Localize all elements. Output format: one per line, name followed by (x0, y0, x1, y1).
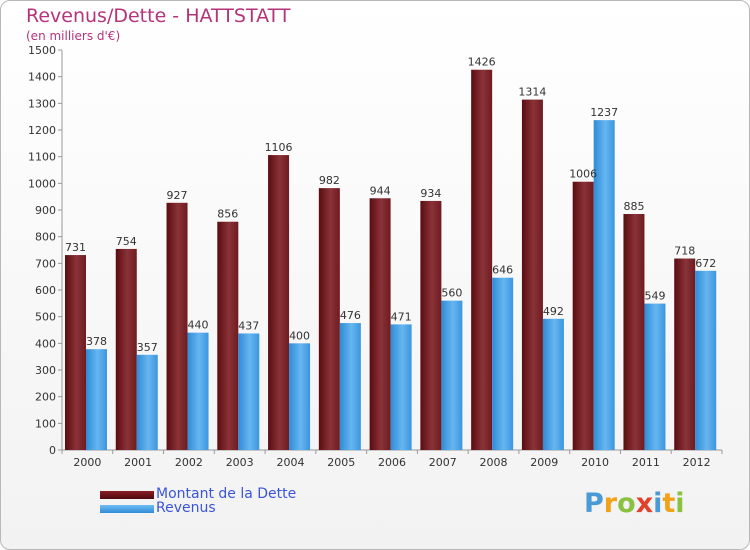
bar-revenus (644, 303, 666, 450)
y-tick-label: 1500 (28, 44, 56, 57)
bar-revenus (238, 333, 260, 450)
data-label-dette: 982 (319, 174, 340, 187)
x-tick-label: 2001 (124, 456, 152, 469)
bar-revenus (187, 332, 209, 450)
chart-title: Revenus/Dette - HATTSTATT (26, 5, 291, 27)
y-tick-label: 800 (35, 231, 56, 244)
y-tick-label: 700 (35, 257, 56, 270)
chart-data-labels: 731 754 927 856 1106 982 944 934 1426 1314 1006 885… (65, 56, 716, 354)
bar-dette (674, 258, 696, 450)
y-tick-label: 1100 (28, 151, 56, 164)
y-tick-label: 100 (35, 417, 56, 430)
data-label-revenus: 646 (492, 264, 513, 277)
y-tick-label: 500 (35, 311, 56, 324)
data-label-revenus: 476 (340, 309, 361, 322)
bar-revenus (390, 324, 412, 450)
data-label-dette: 731 (65, 241, 86, 254)
data-label-dette: 1426 (468, 56, 496, 69)
chart-subtitle: (en milliers d'€) (26, 29, 121, 43)
x-tick-label: 2011 (632, 456, 660, 469)
data-label-revenus: 471 (391, 310, 412, 323)
data-label-revenus: 1237 (590, 106, 618, 119)
proxiti-logo: Proxiti (584, 488, 685, 519)
data-label-dette: 856 (217, 208, 238, 221)
bar-dette (369, 198, 391, 450)
x-tick-label: 2000 (73, 456, 101, 469)
x-tick-label: 2010 (581, 456, 609, 469)
data-label-dette: 1106 (265, 141, 293, 154)
y-tick-label: 600 (35, 284, 56, 297)
bar-dette (166, 202, 188, 450)
bar-revenus (136, 354, 158, 450)
x-tick-label: 2002 (175, 456, 203, 469)
y-tick-label: 400 (35, 337, 56, 350)
bar-revenus (289, 343, 311, 450)
data-label-dette: 1006 (569, 168, 597, 181)
y-tick-label: 900 (35, 204, 56, 217)
data-label-revenus: 560 (441, 287, 462, 300)
legend-swatch-revenus (100, 505, 154, 513)
x-tick-label: 2009 (530, 456, 558, 469)
legend-label-dette: Montant de la Dette (156, 486, 297, 502)
y-tick-label: 200 (35, 391, 56, 404)
data-label-revenus: 437 (238, 319, 259, 332)
legend-label-revenus: Revenus (156, 500, 216, 516)
x-tick-label: 2005 (327, 456, 355, 469)
y-tick-label: 1200 (28, 124, 56, 137)
x-tick-label: 2008 (480, 456, 508, 469)
bar-dette (572, 181, 594, 450)
y-tick-label: 1400 (28, 71, 56, 84)
data-label-dette: 934 (420, 187, 441, 200)
data-label-dette: 718 (674, 245, 695, 258)
bar-dette (115, 248, 137, 450)
bar-dette (217, 221, 239, 450)
data-label-revenus: 672 (695, 257, 716, 270)
data-label-dette: 754 (116, 235, 137, 248)
bar-dette (623, 214, 645, 450)
data-label-revenus: 549 (644, 290, 665, 303)
x-tick-label: 2003 (226, 456, 254, 469)
data-label-dette: 1314 (518, 86, 546, 99)
y-tick-label: 1000 (28, 177, 56, 190)
data-label-revenus: 492 (543, 305, 564, 318)
x-tick-label: 2006 (378, 456, 406, 469)
data-label-dette: 944 (370, 184, 391, 197)
x-tick-label: 2012 (683, 456, 711, 469)
data-label-dette: 927 (167, 189, 188, 202)
bar-revenus (542, 318, 564, 450)
chart-axes: 0 100 200 300 400 500 600 700 800 900 1000 1100 1200… (28, 44, 723, 469)
y-tick-label: 1300 (28, 97, 56, 110)
bar-dette (268, 155, 290, 451)
data-label-revenus: 378 (86, 335, 107, 348)
bar-revenus (593, 120, 615, 450)
bar-dette (65, 255, 86, 450)
bar-revenus (441, 300, 463, 450)
bar-dette (420, 200, 442, 450)
data-label-revenus: 440 (188, 319, 209, 332)
chart-bars (65, 69, 717, 451)
data-label-dette: 885 (623, 200, 644, 213)
x-tick-label: 2004 (276, 456, 304, 469)
bar-revenus (86, 349, 107, 450)
x-tick-label: 2007 (429, 456, 457, 469)
data-label-revenus: 357 (137, 341, 158, 354)
bar-dette (471, 69, 493, 450)
legend-swatch-dette (100, 491, 154, 499)
bar-revenus (695, 270, 717, 450)
bar-dette (318, 188, 340, 450)
y-tick-label: 0 (49, 444, 56, 457)
y-tick-label: 300 (35, 364, 56, 377)
bar-revenus (492, 277, 514, 450)
bar-dette (521, 99, 543, 450)
data-label-revenus: 400 (289, 329, 310, 342)
bar-revenus (339, 323, 361, 450)
